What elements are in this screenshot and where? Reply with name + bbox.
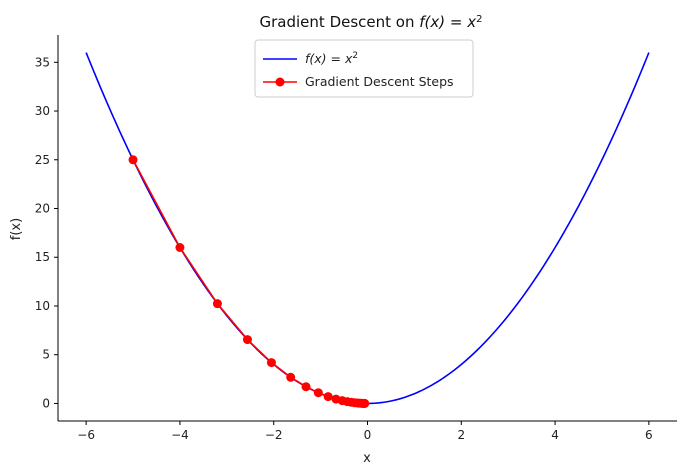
gd-step-point: [212, 299, 222, 309]
chart-title: Gradient Descent on f(x) = x2: [260, 13, 483, 31]
gd-step-point: [242, 335, 252, 345]
plot-area: [85, 52, 650, 408]
x-tick-label: 2: [457, 428, 465, 442]
gd-step-point: [323, 392, 333, 402]
series-gd-line: [132, 159, 365, 405]
y-tick-label: 35: [35, 55, 50, 69]
series-fx-line: [85, 52, 650, 405]
y-tick-label: 0: [42, 396, 50, 410]
y-tick-label: 10: [35, 299, 50, 313]
gd-step-point: [128, 155, 138, 165]
gd-step-point: [313, 388, 323, 398]
y-tick-label: 25: [35, 153, 50, 167]
x-tick-label: 0: [364, 428, 372, 442]
gd-step-point: [175, 242, 185, 252]
x-tick-label: 4: [551, 428, 559, 442]
y-tick-label: 5: [42, 348, 50, 362]
y-tick-label: 30: [35, 104, 50, 118]
y-tick-label: 15: [35, 250, 50, 264]
gd-step-point: [266, 358, 276, 368]
legend-label-fx: f(x) = x2: [305, 51, 358, 66]
x-axis: −6 −4 −2 0 2 4 6: [58, 420, 677, 442]
x-axis-label: x: [363, 451, 371, 466]
x-tick-label: −2: [265, 428, 283, 442]
legend: f(x) = x2 Gradient Descent Steps: [254, 39, 474, 98]
x-tick-label: −6: [77, 428, 95, 442]
x-tick-label: 6: [645, 428, 653, 442]
legend-marker-gd: [275, 77, 285, 87]
x-tick-label: −4: [171, 428, 189, 442]
gd-step-point: [301, 382, 311, 392]
gd-step-point: [286, 372, 296, 382]
y-axis: 0 5 10 15 20 25 30 35: [35, 35, 59, 421]
legend-box: [254, 39, 474, 98]
legend-label-gd: Gradient Descent Steps: [305, 74, 454, 89]
gd-step-point: [360, 398, 370, 408]
y-tick-label: 20: [35, 202, 50, 216]
y-axis-label: f(x): [9, 218, 24, 240]
